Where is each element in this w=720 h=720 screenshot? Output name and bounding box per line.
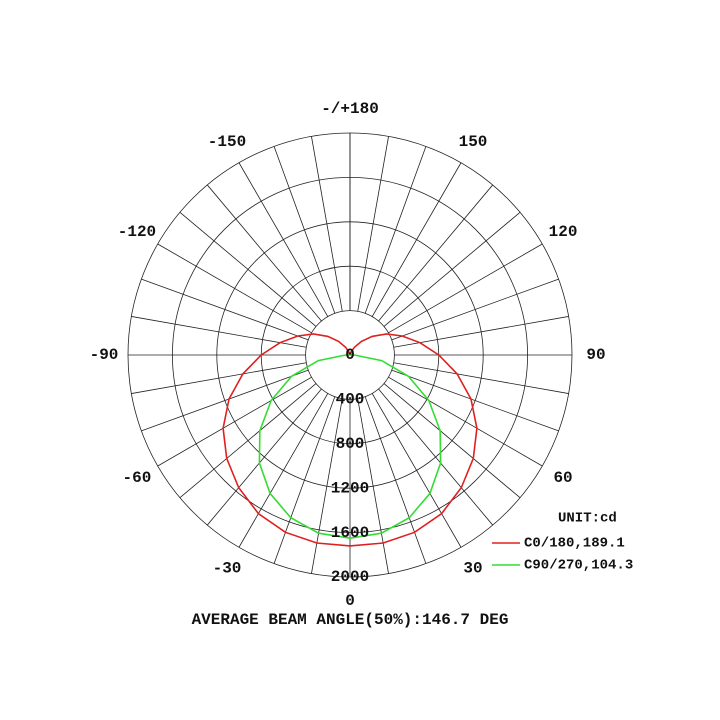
series-curve <box>258 354 442 539</box>
r-tick-label: 0 <box>345 346 355 364</box>
r-tick-label: 400 <box>336 391 365 409</box>
grid-spoke <box>311 398 343 574</box>
grid-spoke <box>388 376 543 467</box>
grid-spoke <box>179 211 317 327</box>
legend-label: C0/180,189.1 <box>524 536 625 552</box>
r-tick-label: 1600 <box>331 524 369 542</box>
angle-tick-label: -60 <box>123 469 152 487</box>
series-curve <box>222 333 478 547</box>
grid-spoke <box>141 278 309 341</box>
grid-spoke <box>391 278 559 341</box>
grid-spoke <box>141 369 309 432</box>
grid-spoke <box>273 146 336 314</box>
angle-tick-label: 120 <box>549 223 578 241</box>
r-tick-label: 1200 <box>331 479 369 497</box>
grid-spoke <box>391 369 559 432</box>
grid-spoke <box>311 136 343 312</box>
grid-spoke <box>383 383 521 499</box>
r-tick-label: 800 <box>336 435 365 453</box>
grid-spoke <box>378 184 494 322</box>
grid-spoke <box>357 398 389 574</box>
unit-label: UNIT:cd <box>558 511 617 527</box>
grid-spoke <box>131 316 307 348</box>
grid-spoke <box>371 162 462 317</box>
grid-spoke <box>238 393 329 548</box>
angle-tick-label: 30 <box>463 559 482 577</box>
angle-tick-label: -/+180 <box>321 100 379 118</box>
angle-tick-label: -150 <box>208 133 246 151</box>
r-tick-label: 2000 <box>331 568 369 586</box>
footer: AVERAGE BEAM ANGLE(50%):146.7 DEG <box>192 611 509 629</box>
angle-tick-label: -90 <box>90 346 119 364</box>
angle-tick-label: 150 <box>459 133 488 151</box>
grid-spoke <box>131 362 307 394</box>
grid-spoke <box>393 362 569 394</box>
grid-spoke <box>378 388 494 526</box>
angle-tick-label: 0 <box>345 592 355 610</box>
grid-spoke <box>383 211 521 327</box>
legend-label: C90/270,104.3 <box>524 558 633 574</box>
angle-tick-label: -30 <box>213 559 242 577</box>
grid-spoke <box>238 162 329 317</box>
grid-spoke <box>157 376 312 467</box>
grid-spoke <box>206 184 322 322</box>
grid-spoke <box>357 136 389 312</box>
grid-spoke <box>393 316 569 348</box>
grid-spoke <box>273 396 336 564</box>
angle-tick-label: 90 <box>586 346 605 364</box>
angle-tick-label: -120 <box>118 223 156 241</box>
grid-spoke <box>371 393 462 548</box>
grid-spoke <box>364 146 427 314</box>
grid-spoke <box>388 243 543 334</box>
grid-spoke <box>179 383 317 499</box>
grid-spoke <box>206 388 322 526</box>
angle-tick-label: 60 <box>553 469 572 487</box>
grid-spoke <box>157 243 312 334</box>
grid-spoke <box>364 396 427 564</box>
